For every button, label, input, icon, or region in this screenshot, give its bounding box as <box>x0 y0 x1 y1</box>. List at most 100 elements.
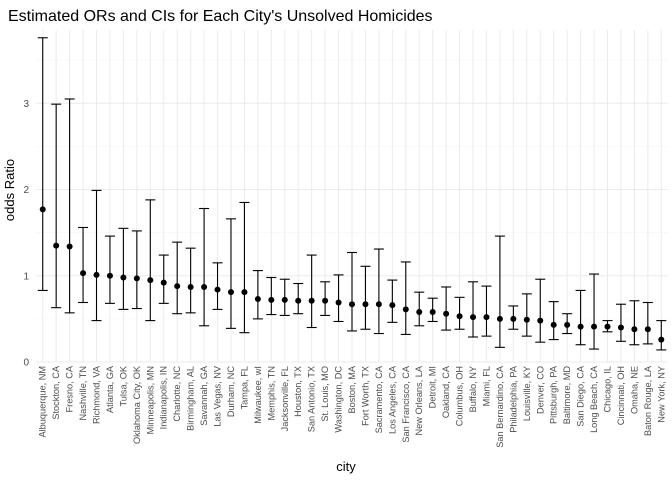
odds-ratio-point <box>591 323 598 330</box>
x-tick-label: Tulsa, OK <box>118 365 128 406</box>
x-tick-label: Tampa, FL <box>239 366 249 409</box>
odds-ratio-point <box>268 296 275 303</box>
odds-ratio-point <box>80 270 87 277</box>
odds-ratio-point <box>66 243 73 250</box>
x-tick-label: San Diego, CA <box>576 365 586 427</box>
odds-ratio-point <box>120 274 127 281</box>
odds-ratio-point <box>201 283 208 290</box>
odds-ratio-point <box>537 317 544 324</box>
x-tick-label: Durham, NC <box>226 366 236 417</box>
odds-ratio-point <box>349 301 355 308</box>
y-axis-ticks: 0 1 2 3 <box>23 99 29 369</box>
y-tick-label: 1 <box>23 271 29 282</box>
x-tick-label: Columbus, OH <box>455 366 465 426</box>
odds-ratio-point <box>335 299 342 306</box>
x-tick-label: Fresno, CA <box>65 365 75 412</box>
odds-ratio-point <box>402 306 409 313</box>
x-tick-label: Albuquerque, NM <box>38 366 48 438</box>
odds-ratio-point <box>658 336 665 343</box>
x-tick-label: Washington, DC <box>334 366 344 433</box>
odds-ratio-point <box>389 302 396 309</box>
x-tick-label: Milwaukee, wI <box>253 366 263 424</box>
x-tick-label: Philadelphia, PA <box>508 365 518 433</box>
odds-ratio-point <box>416 308 423 315</box>
odds-ratio-point <box>160 279 167 286</box>
x-tick-label: New Orleans, LA <box>414 365 424 435</box>
x-tick-label: Las Vegas, NV <box>213 365 223 427</box>
x-tick-label: Nashville, TN <box>78 366 88 420</box>
odds-ratio-point <box>496 315 503 322</box>
x-tick-label: Boston, MA <box>347 365 357 413</box>
chart-marks <box>37 37 667 351</box>
y-tick-label: 3 <box>23 99 29 110</box>
odds-ratio-point <box>429 308 436 315</box>
x-tick-label: Louisville, KY <box>522 366 532 421</box>
odds-ratio-point <box>133 275 140 282</box>
x-tick-label: Pittsburgh, PA <box>549 365 559 424</box>
odds-ratio-point <box>106 272 113 279</box>
odds-ratio-point <box>456 313 463 320</box>
odds-ratio-point <box>39 206 46 213</box>
x-tick-label: St. Louis, MO <box>320 366 330 422</box>
odds-ratio-point <box>322 297 329 304</box>
odds-ratio-point <box>174 283 181 290</box>
odds-ratio-point <box>53 242 60 249</box>
odds-ratio-point <box>470 314 477 321</box>
odds-ratio-point <box>308 297 315 304</box>
x-tick-label: San Francisco, CA <box>401 365 411 442</box>
x-axis-title: city <box>336 459 356 474</box>
odds-ratio-point <box>187 283 194 290</box>
x-tick-label: New York, NY <box>656 366 666 423</box>
odds-ratio-point <box>375 301 382 308</box>
x-tick-label: Cincinnati, OH <box>616 366 626 425</box>
x-tick-label: San Bernardino, CA <box>495 365 505 448</box>
x-tick-label: Denver, CO <box>535 366 545 414</box>
odds-ratio-point <box>227 289 234 296</box>
odds-ratio-point <box>631 326 638 333</box>
y-tick-label: 0 <box>23 358 29 369</box>
odds-ratio-point <box>604 323 611 330</box>
x-tick-label: Baltimore, MD <box>562 366 572 425</box>
x-tick-label: Baton Rouge, LA <box>643 365 653 436</box>
x-tick-label: Long Beach, CA <box>589 365 599 433</box>
x-tick-label: Chicago, IL <box>602 366 612 412</box>
odds-ratio-point <box>254 296 261 303</box>
x-tick-label: Jacksonville, FL <box>280 366 290 431</box>
x-tick-label: Houston, TX <box>293 366 303 417</box>
y-axis-title: odds Ratio <box>2 159 17 221</box>
x-tick-label: Savannah, GA <box>199 365 209 426</box>
x-tick-label: Fort Worth, TX <box>360 366 370 426</box>
odds-ratio-point <box>241 289 248 296</box>
x-tick-label: Indianapolis, IN <box>159 366 169 429</box>
x-tick-label: Minneapolis, MN <box>145 366 155 434</box>
x-tick-label: Omaha, NE <box>629 366 639 414</box>
x-tick-label: Richmond, VA <box>92 365 102 424</box>
x-tick-label: Oakland, CA <box>441 365 451 418</box>
x-tick-label: Atlanta, GA <box>105 365 115 413</box>
x-axis-ticks: Albuquerque, NM Stockton, CA Fresno, CA Nas… <box>38 365 667 448</box>
x-tick-label: Miami, FL <box>481 366 491 406</box>
odds-ratio-point <box>483 314 490 321</box>
x-tick-label: San Antonio, TX <box>307 366 317 432</box>
odds-ratio-point <box>644 326 651 333</box>
odds-ratio-point <box>510 315 517 322</box>
odds-ratio-point <box>93 271 100 278</box>
odds-ratio-point <box>281 296 288 303</box>
x-tick-label: Los Angeles, CA <box>387 365 397 434</box>
odds-ratio-point <box>564 321 571 328</box>
x-tick-label: Sacramento, CA <box>374 365 384 433</box>
odds-ratio-point <box>214 286 221 293</box>
chart-title: Estimated ORs and CIs for Each City's Un… <box>8 8 433 25</box>
odds-ratio-point <box>577 323 584 330</box>
odds-ratio-point <box>523 316 530 323</box>
x-tick-label: Memphis, TN <box>266 366 276 420</box>
x-tick-label: Oklahoma City, OK <box>132 365 142 444</box>
odds-ratio-point <box>550 321 557 328</box>
odds-ratio-point <box>617 324 624 331</box>
odds-ratio-point <box>362 301 369 308</box>
x-tick-label: Birmingham, AL <box>186 366 196 431</box>
x-tick-label: Buffalo, NY <box>468 366 478 412</box>
x-tick-label: Detroit, MI <box>428 366 438 408</box>
